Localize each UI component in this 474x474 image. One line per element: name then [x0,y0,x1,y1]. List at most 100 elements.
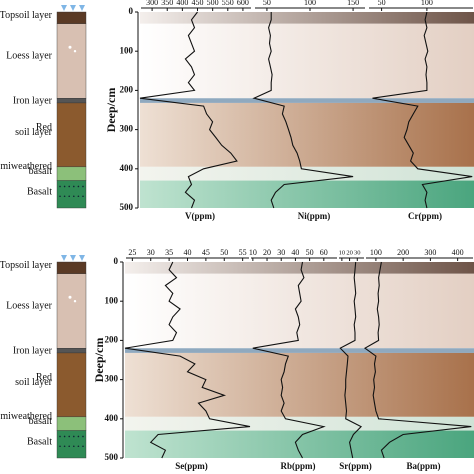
layer-band [140,23,474,99]
x-tick-label: 100 [304,0,316,7]
x-tick-label: 60 [320,248,328,257]
x-tick-label: 100 [370,248,382,257]
y-tick-label: 100 [105,295,119,305]
layer-band [125,416,474,431]
basalt-dot [68,195,70,198]
water-icon [70,5,76,11]
soil-column-layer [56,273,87,349]
water-icon [79,255,85,261]
basalt-dot [73,185,75,188]
x-tick-label: 550 [222,0,234,7]
basalt-dot [63,445,66,448]
layer-label: Topsoil layer [0,10,53,21]
basalt-dot [73,195,75,198]
x-tick-label: 400 [452,248,464,257]
x-tick-label: 500 [207,0,219,7]
x-tick-label: 50 [263,0,271,7]
basalt-dot [68,185,70,188]
x-axis-label: Cr(ppm) [408,211,442,221]
basalt-dot [77,445,80,448]
x-tick-label: 300 [424,248,436,257]
y-tick-label: 100 [120,45,134,55]
stone [68,45,72,49]
profile-line [372,11,473,209]
y-tick-label: 400 [105,413,119,423]
layer-label: Semiweathered [0,411,52,422]
x-tick-label: 450 [192,0,204,7]
basalt-dot [63,435,66,438]
y-tick-label: 400 [120,163,134,173]
layer-label: Iron layer [13,96,53,107]
x-tick-label: 20 [346,249,353,256]
layer-band [125,262,474,274]
stone [73,50,77,53]
x-tick-label: 600 [237,0,249,7]
layer-band [140,102,474,167]
profile-line [363,261,472,459]
basalt-dot [59,195,61,198]
basalt-dot [59,445,61,448]
basalt-dot [77,435,80,438]
y-tick-label: 200 [120,84,134,94]
soil-column-layer [56,166,87,181]
soil-column-layer [56,23,87,99]
y-axis-label: Deep/cm [92,338,106,383]
x-tick-label: 350 [161,0,173,7]
basalt-dot [82,435,84,438]
y-tick-label: 0 [129,6,134,16]
soil-column-layer [56,261,87,274]
x-tick-label: 10 [339,249,346,256]
soil-column-layer [56,416,87,431]
profile-line [252,261,326,459]
layer-label: soil layer [15,127,53,138]
y-tick-label: 200 [105,334,119,344]
x-axis-label: V(ppm) [185,211,215,221]
profile-line [339,261,363,459]
basalt-dot [73,445,75,448]
layer-label: basalt [29,166,53,177]
y-tick-label: 300 [105,374,119,384]
layer-band [125,430,474,458]
basalt-dot [68,435,70,438]
x-tick-label: 55 [239,248,247,257]
x-tick-label: 40 [291,248,299,257]
x-axis-label: Ba(ppm) [406,461,440,471]
layer-label: Loess layer [6,301,52,312]
layer-label: Basalt [27,187,52,198]
layer-band [140,98,474,103]
x-tick-label: 35 [165,248,173,257]
layer-label: Loess layer [6,51,52,62]
x-tick-label: 40 [184,248,192,257]
layer-band [140,180,474,208]
basalt-dot [63,195,66,198]
water-icon [61,5,67,11]
layer-band [125,352,474,417]
stone [68,295,72,299]
layer-label: Basalt [27,437,52,448]
x-tick-label: 200 [397,248,409,257]
stone [73,300,77,303]
x-axis-label: Ni(ppm) [298,211,331,221]
basalt-dot [82,445,84,448]
soil-column-layer [56,11,87,24]
layer-band [125,273,474,349]
soil-column-layer [56,180,87,209]
y-tick-label: 300 [120,124,134,134]
layer-label: Iron layer [13,346,53,357]
soil-column-layer [56,430,87,459]
y-tick-label: 500 [105,452,119,462]
basalt-dot [77,195,80,198]
x-axis-label: Rb(ppm) [280,461,315,471]
layer-label: soil layer [15,377,53,388]
basalt-dot [68,445,70,448]
y-tick-label: 0 [114,256,119,266]
basalt-dot [59,185,61,188]
y-axis-label: Deep/cm [104,88,118,133]
x-tick-label: 20 [263,248,271,257]
x-tick-label: 30 [147,248,155,257]
layer-label: Red [36,122,52,133]
y-tick-label: 500 [120,202,134,212]
layer-label: basalt [29,416,53,427]
x-axis-label: Se(ppm) [175,461,208,471]
